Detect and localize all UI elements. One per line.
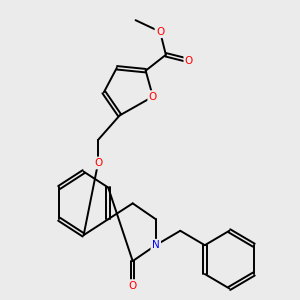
Text: O: O — [129, 280, 137, 291]
Text: O: O — [185, 56, 193, 66]
Text: N: N — [152, 240, 160, 250]
Text: O: O — [94, 158, 102, 168]
Text: O: O — [156, 27, 164, 37]
Text: O: O — [149, 92, 157, 102]
